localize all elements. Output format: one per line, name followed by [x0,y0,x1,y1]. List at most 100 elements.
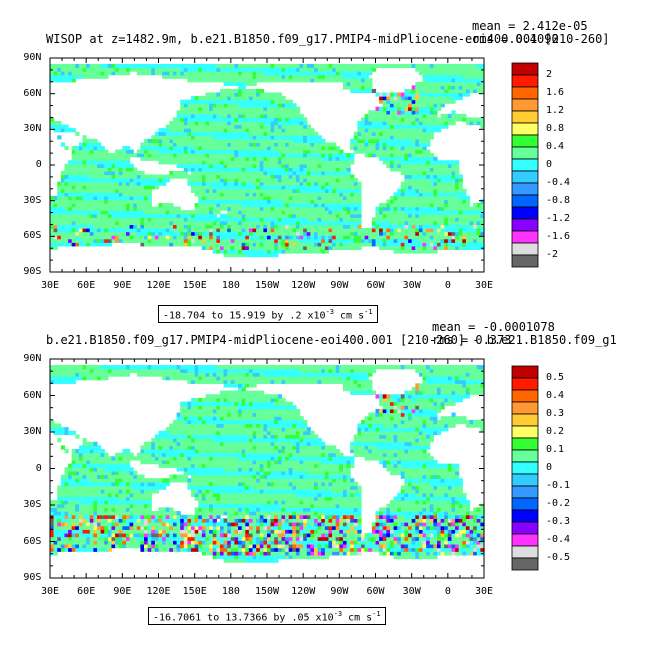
colorbar-swatch [511,122,539,136]
lon-tick-label: 150W [255,586,280,597]
colorbar-swatch [511,509,539,523]
lat-tick-label: 30N [23,426,42,437]
colorbar-swatch [511,413,539,427]
colorbar-swatch [511,194,539,208]
colorbar-label: 0.5 [546,372,565,383]
colorbar-swatch [511,170,539,184]
colorbar-swatch [511,497,539,511]
lon-tick-label: 30E [475,280,494,291]
colorbar-label: -0.1 [546,480,571,491]
panel2-contour-range: -16.7061 to 13.7366 by .05 x10-3 cm s-1 [148,607,386,626]
lat-tick-label: 60N [23,389,42,401]
colorbar-swatch [511,521,539,535]
colorbar-swatch [511,437,539,451]
colorbar-swatch [511,389,539,403]
colorbar-label: 2 [546,69,553,80]
lon-tick-label: 90W [330,280,349,291]
panel2-title: b.e21.B1850.f09_g17.PMIP4-midPliocene-eo… [46,333,617,347]
lon-tick-label: 60W [366,280,385,291]
colorbar-swatch [511,206,539,220]
colorbar-swatch [511,449,539,463]
lon-tick-label: 0 [444,280,451,291]
colorbar-label: 0.1 [546,444,565,455]
colorbar-swatch [511,485,539,499]
lon-tick-label: 30W [402,280,421,291]
colorbar-label: 0.3 [546,408,565,419]
colorbar-swatch [511,557,539,571]
lat-tick-label: 0 [35,462,42,474]
lon-tick-label: 90E [113,280,132,291]
colorbar-label: 0.4 [546,390,565,401]
colorbar-label: -0.8 [546,195,571,206]
colorbar-swatch [511,86,539,100]
colorbar-swatch [511,230,539,244]
colorbar-label: 1.2 [546,105,565,116]
colorbar-swatch [511,425,539,439]
lon-tick-label: 120W [291,280,316,291]
colorbar-swatch [511,98,539,112]
colorbar-label: 0 [546,159,553,170]
colorbar-swatch [511,254,539,268]
colorbar-label: 0.8 [546,123,565,134]
colorbar-swatch [511,377,539,391]
lon-tick-label: 30E [475,586,494,597]
lon-tick-label: 180 [221,586,240,597]
colorbar-swatch [511,218,539,232]
lat-tick-label: 90S [23,572,42,583]
lat-tick-label: 0 [35,159,42,170]
lon-tick-label: 180 [221,280,240,291]
lon-tick-label: 120W [291,586,316,597]
lat-tick-label: 60S [23,230,42,242]
lon-tick-label: 30E [41,280,60,291]
lon-tick-label: 30W [402,586,421,597]
lat-tick-label: 90N [23,353,42,364]
lat-tick-label: 30S [23,499,42,510]
colorbar-label: -0.2 [546,498,571,509]
colorbar-label: 0 [546,462,553,473]
colorbar-label: 1.6 [546,87,565,98]
lon-tick-label: 90W [330,586,349,597]
colorbar-swatch [511,62,539,76]
colorbar-swatch [511,401,539,415]
colorbar-label: -2 [546,249,559,260]
colorbar-swatch [511,146,539,160]
colorbar-swatch [511,365,539,379]
panel1-map [50,63,485,258]
colorbar-swatch [511,545,539,559]
colorbar-label: -0.4 [546,534,571,545]
lon-tick-label: 150W [255,280,280,291]
colorbar-label: -0.4 [546,177,571,188]
colorbar-swatch [511,182,539,196]
lon-tick-label: 0 [444,586,451,597]
lon-tick-label: 60E [77,280,96,291]
lon-tick-label: 90E [113,586,132,597]
lon-tick-label: 120E [146,586,171,597]
lon-tick-label: 30E [41,586,60,597]
colorbar-swatch [511,158,539,172]
colorbar-label: 0.2 [546,426,565,437]
colorbar-swatch [511,533,539,547]
lon-tick-label: 60W [366,586,385,597]
colorbar-swatch [511,134,539,148]
lat-tick-label: 30N [23,123,42,135]
colorbar-label: -0.3 [546,516,571,527]
panel2-map [50,365,485,563]
colorbar-swatch [511,74,539,88]
panel1-rms-label: rms = 0.4090 [472,32,559,46]
panel1-mean-label: mean = 2.412e-05 [472,19,588,33]
colorbar-label: 0.4 [546,141,565,152]
lon-tick-label: 60E [77,586,96,597]
lon-tick-label: 150E [182,280,207,291]
colorbar-swatch [511,110,539,124]
lat-tick-label: 30S [23,194,42,206]
lat-tick-label: 60S [23,535,42,547]
lat-tick-label: 90N [23,52,42,63]
colorbar-swatch [511,461,539,475]
colorbar-swatch [511,242,539,256]
panel1-contour-range: -18.704 to 15.919 by .2 x10-3 cm s-1 [158,305,378,324]
panel1-title: WISOP at z=1482.9m, b.e21.B1850.f09_g17.… [46,32,610,46]
lon-tick-label: 120E [146,280,171,291]
colorbar-label: -0.5 [546,552,571,563]
colorbar-swatch [511,473,539,487]
